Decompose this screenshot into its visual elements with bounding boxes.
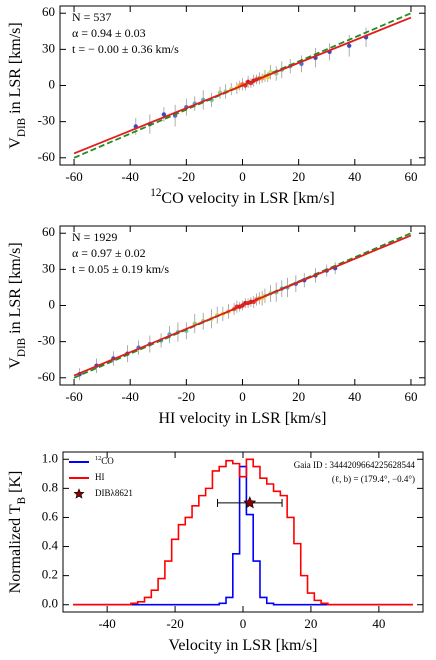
y-tick-label: 0.6 (42, 508, 59, 523)
x-tick-label: -60 (65, 169, 82, 184)
y-axis-label-part: in LSR [km/s] (7, 22, 24, 118)
y-axis-label-part: DIB (16, 118, 28, 137)
annotation: α = 0.94 ± 0.03 (72, 26, 146, 40)
x-tick-label: -40 (122, 169, 139, 184)
x-axis-label: Velocity in LSR [km/s] (169, 637, 318, 654)
x-tick-label: 0 (239, 169, 246, 184)
annotation: (ℓ, b) = (179.4°, −0.4°) (332, 474, 415, 484)
annotation: t = − 0.00 ± 0.36 km/s (72, 42, 179, 56)
x-tick-label: 60 (404, 389, 417, 404)
x-axis-label-part: CO velocity in LSR [km/s] (161, 190, 334, 207)
annotation: N = 537 (72, 10, 111, 24)
x-tick-label: -20 (166, 616, 183, 631)
y-axis-label-part: in LSR [km/s] (7, 242, 24, 338)
y-tick-label: 0.8 (42, 479, 58, 494)
annotation: t = 0.05 ± 0.19 km/s (72, 262, 169, 276)
x-tick-label: 20 (304, 616, 317, 631)
y-axis-label-part: V (7, 357, 24, 369)
x-axis-label-part: Velocity in LSR [km/s] (169, 637, 318, 654)
x-tick-label: -20 (178, 389, 195, 404)
x-tick-label: 0 (240, 616, 247, 631)
legend-label-part: HI (95, 472, 105, 482)
step-line (73, 458, 413, 606)
y-tick-label: -30 (38, 113, 55, 128)
x-tick-label: -20 (178, 169, 195, 184)
y-tick-label: 30 (42, 260, 55, 275)
x-tick-label: 40 (372, 616, 385, 631)
x-axis-label: HI velocity in LSR [km/s] (159, 410, 327, 427)
x-axis-label-part: 12 (150, 187, 161, 199)
x-tick-label: 40 (348, 169, 361, 184)
y-tick-label: 60 (42, 4, 55, 19)
legend-label: DIBλ8621 (95, 488, 133, 498)
y-tick-label: -60 (38, 149, 55, 164)
y-tick-label: 0 (49, 296, 56, 311)
x-tick-label: -40 (122, 389, 139, 404)
x-tick-label: 20 (292, 389, 305, 404)
y-axis-label-part: B (16, 497, 28, 504)
y-axis-label: VDIB in LSR [km/s] (7, 242, 28, 368)
annotation: N = 1929 (72, 230, 117, 244)
legend-label-part: 12 (95, 455, 101, 462)
legend-label-part: CO (101, 456, 114, 466)
point (346, 43, 352, 48)
x-axis-label-part: HI velocity in LSR [km/s] (159, 410, 327, 427)
x-tick-label: 0 (239, 389, 246, 404)
fit-line (73, 234, 412, 377)
y-axis-label: Normalized TB [K] (7, 471, 28, 594)
annotation: α = 0.97 ± 0.02 (72, 246, 146, 260)
y-axis-label-part: V (7, 137, 24, 149)
x-tick-label: 20 (292, 169, 305, 184)
y-axis-label-part: Normalized (7, 514, 24, 593)
x-tick-label: 40 (348, 389, 361, 404)
annotation: Gaia ID : 3444209664225628544 (294, 460, 416, 470)
y-tick-label: 60 (42, 224, 55, 239)
y-axis-label-part: T (7, 504, 24, 514)
y-tick-label: 30 (42, 40, 55, 55)
x-tick-label: 60 (404, 169, 417, 184)
y-tick-label: 0 (49, 76, 56, 91)
y-tick-label: -60 (38, 369, 55, 384)
y-tick-label: -30 (38, 333, 55, 348)
x-tick-label: -40 (98, 616, 115, 631)
legend-label: 12CO (95, 455, 114, 466)
y-axis-label: VDIB in LSR [km/s] (7, 22, 28, 148)
legend-label: HI (95, 472, 105, 482)
x-tick-label: -60 (65, 389, 82, 404)
x-axis-label: 12CO velocity in LSR [km/s] (150, 187, 335, 207)
point (161, 112, 167, 117)
y-axis-label-part: [K] (7, 471, 24, 497)
star-point (243, 496, 257, 509)
legend-star (73, 488, 85, 499)
y-axis-label-part: DIB (16, 338, 28, 357)
y-tick-label: 0.0 (42, 596, 58, 611)
y-tick-label: 1.0 (42, 450, 58, 465)
fit-line (73, 16, 412, 155)
y-tick-label: 0.2 (42, 567, 58, 582)
y-tick-label: 0.4 (42, 538, 59, 553)
